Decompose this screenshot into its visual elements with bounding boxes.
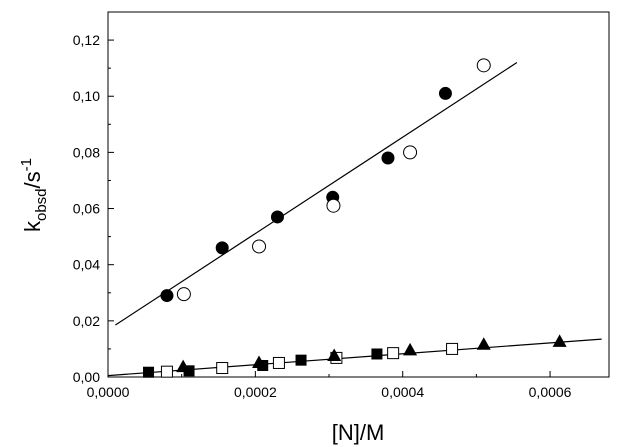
open-circle-point bbox=[326, 198, 341, 213]
x-tick-label: 0,0002 bbox=[234, 384, 277, 400]
filled-square-point bbox=[295, 354, 307, 366]
filled-circle-point bbox=[160, 289, 174, 303]
open-circle-point bbox=[252, 239, 267, 254]
plot-frame bbox=[107, 11, 610, 378]
x-tick-label: 0,0000 bbox=[87, 384, 130, 400]
y-tick-label: 0,04 bbox=[73, 257, 100, 273]
filled-triangle-point bbox=[176, 359, 191, 373]
filled-circle-point bbox=[381, 151, 395, 165]
open-circle-point bbox=[476, 58, 491, 73]
y-axis-title-main: k bbox=[20, 220, 45, 232]
filled-circle-point bbox=[270, 210, 284, 224]
y-axis-title-sup: -1 bbox=[18, 158, 35, 171]
fit-lines bbox=[107, 62, 602, 377]
x-tick-label: 0,0006 bbox=[529, 384, 572, 400]
y-tick-label: 0,08 bbox=[73, 144, 100, 160]
x-axis-ticks: 0,0000 0,0002 0,0004 0,0006 bbox=[87, 371, 572, 400]
y-axis-ticks: 0,00 0,02 0,04 0,06 0,08 0,10 0,12 bbox=[73, 32, 114, 385]
x-axis-title: [N]/M bbox=[332, 420, 385, 445]
y-tick-label: 0,02 bbox=[73, 313, 100, 329]
filled-triangle-point bbox=[252, 355, 267, 368]
open-circle-point bbox=[176, 287, 191, 302]
y-tick-label: 0,00 bbox=[73, 369, 100, 385]
fit-line bbox=[115, 62, 518, 326]
open-square-point bbox=[272, 356, 285, 369]
y-axis-title-unit: /s bbox=[20, 171, 45, 188]
open-circle-point bbox=[403, 145, 418, 160]
filled-circle-point bbox=[215, 241, 229, 255]
open-square-point bbox=[160, 365, 173, 378]
filled-square-point bbox=[371, 348, 383, 360]
open-square-point bbox=[446, 342, 459, 355]
filled-triangle-point bbox=[403, 342, 418, 356]
y-axis-title-sub: obsd bbox=[33, 188, 50, 221]
y-axis-title: kobsd/s-1 bbox=[18, 158, 50, 232]
filled-circle-point bbox=[438, 86, 452, 100]
filled-triangle-point bbox=[327, 348, 342, 361]
y-tick-label: 0,10 bbox=[73, 88, 100, 104]
y-tick-label: 0,12 bbox=[73, 32, 100, 48]
open-square-point bbox=[387, 347, 400, 360]
filled-triangle-point bbox=[552, 334, 567, 347]
open-square-point bbox=[216, 362, 229, 375]
x-tick-label: 0,0004 bbox=[381, 384, 424, 400]
filled-triangle-point bbox=[476, 337, 491, 350]
y-tick-label: 0,06 bbox=[73, 201, 100, 217]
filled-square-point bbox=[143, 366, 155, 378]
data-markers bbox=[143, 58, 567, 378]
